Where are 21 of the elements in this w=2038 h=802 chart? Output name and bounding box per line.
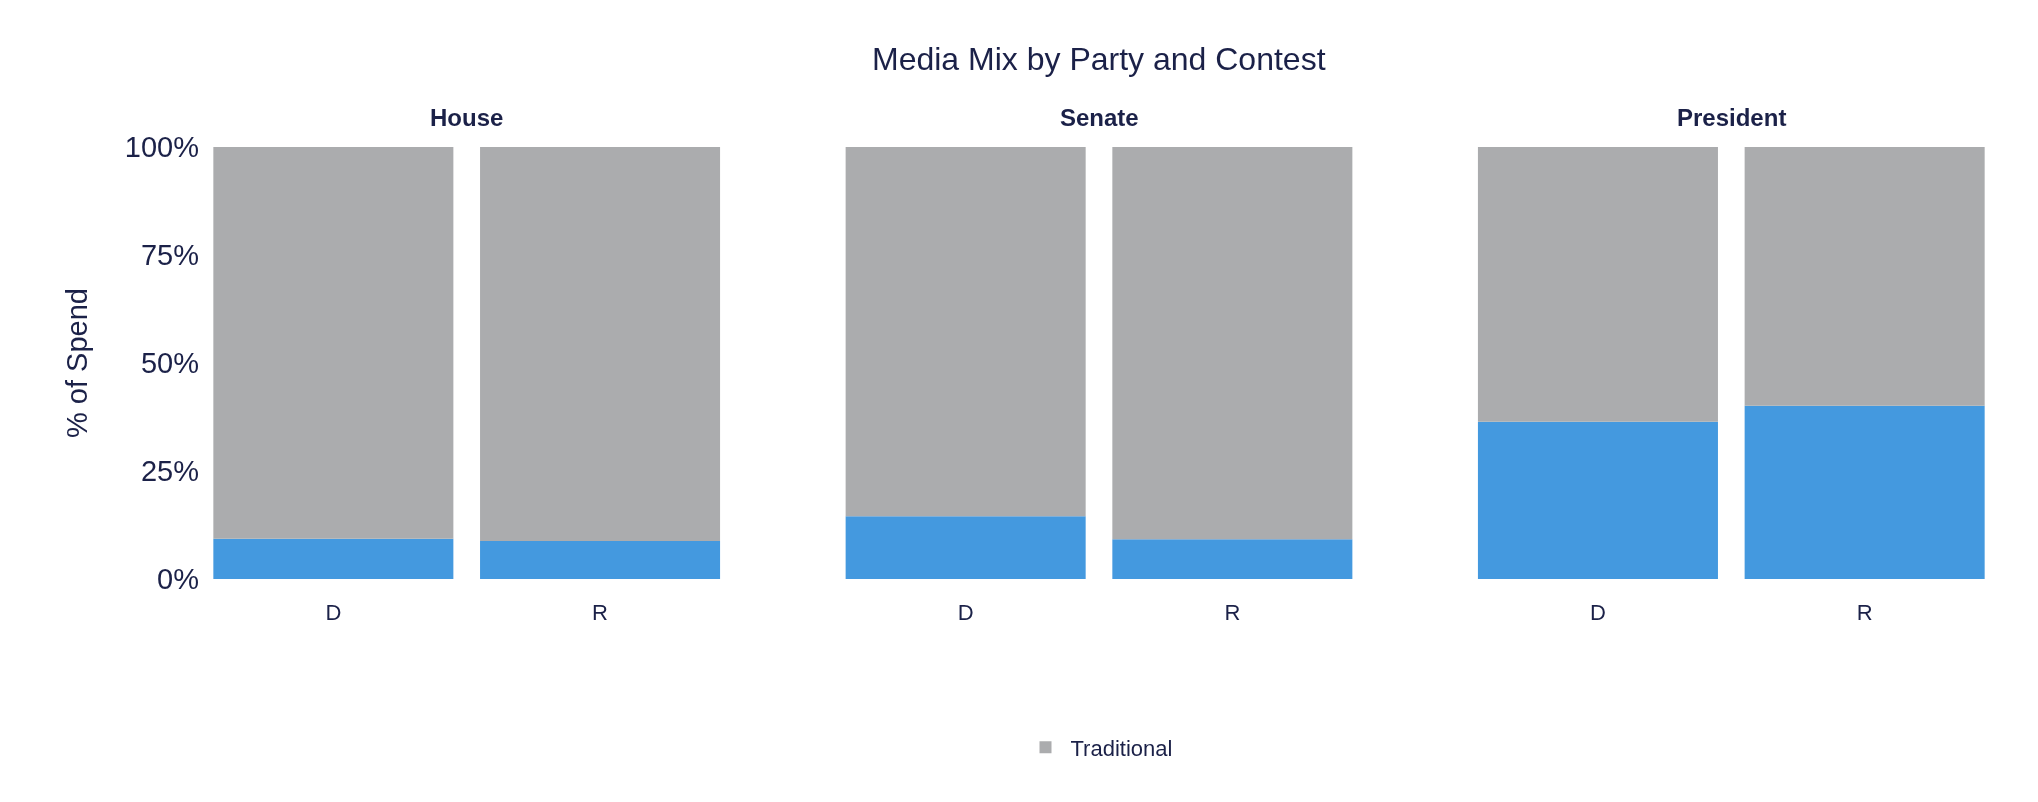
y-tick-label: 0%	[157, 563, 199, 596]
x-tick-label: R	[1856, 600, 1873, 625]
bar	[213, 538, 454, 579]
bar	[213, 147, 454, 539]
x-tick-label: D	[1590, 600, 1606, 625]
chart-title: Senate	[1060, 104, 1139, 131]
chart-title: President	[1677, 104, 1787, 131]
bar	[480, 540, 721, 579]
x-tick-label: D	[325, 600, 342, 625]
y-tick-label: 50%	[140, 347, 199, 380]
chart-title: House	[430, 104, 504, 131]
y-tick-label: 100%	[124, 131, 199, 164]
x-tick-label: R	[1224, 600, 1241, 625]
text: Media Mix by Party and Contest	[872, 41, 1326, 77]
y-axis-title: % of Spend	[61, 288, 94, 438]
legend-label: Traditional	[1070, 735, 1173, 761]
x-tick-label: D	[957, 600, 974, 625]
y-tick-label: 75%	[140, 239, 199, 272]
bar	[480, 147, 721, 541]
x-tick-label: R	[592, 600, 609, 625]
y-tick-label: 25%	[140, 455, 199, 488]
